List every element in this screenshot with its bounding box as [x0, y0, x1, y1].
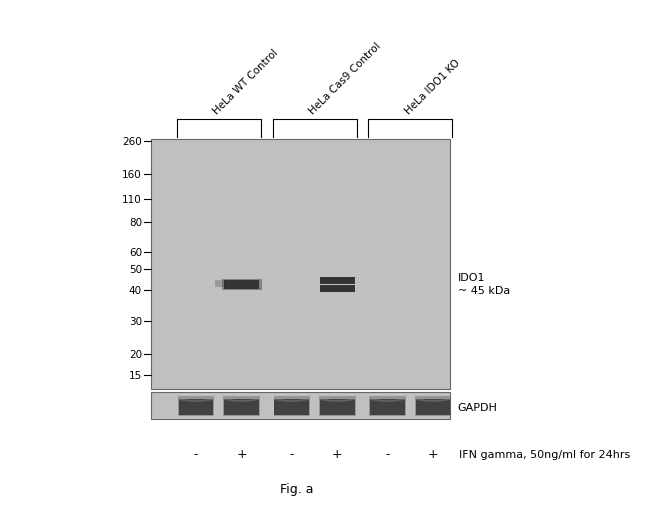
Text: 80: 80	[129, 217, 142, 228]
Text: 30: 30	[129, 317, 142, 326]
Bar	[224, 396, 260, 416]
Text: -: -	[289, 447, 294, 461]
Text: +: +	[332, 447, 343, 461]
Text: +: +	[428, 447, 438, 461]
Bar	[215, 280, 226, 287]
Bar	[151, 392, 450, 419]
Text: IFN gamma, 50ng/ml for 24hrs: IFN gamma, 50ng/ml for 24hrs	[459, 449, 630, 459]
Text: 50: 50	[129, 265, 142, 274]
Text: +: +	[237, 447, 247, 461]
Bar	[416, 399, 450, 415]
Text: HeLa IDO1 KO: HeLa IDO1 KO	[403, 57, 462, 116]
Text: -: -	[194, 447, 198, 461]
Bar	[222, 279, 262, 290]
Text: 20: 20	[129, 349, 142, 359]
Text: 160: 160	[122, 169, 142, 180]
Bar	[151, 140, 450, 389]
Text: HeLa WT Control: HeLa WT Control	[212, 47, 281, 116]
Text: 15: 15	[129, 370, 142, 380]
Text: 40: 40	[129, 286, 142, 295]
Bar	[320, 399, 355, 415]
Text: 260: 260	[122, 137, 142, 147]
Bar	[224, 399, 259, 415]
Text: Fig. a: Fig. a	[280, 483, 313, 496]
Bar	[369, 396, 406, 416]
Bar	[224, 280, 259, 289]
Bar	[370, 399, 405, 415]
Text: 110: 110	[122, 194, 142, 205]
Bar	[320, 277, 355, 284]
Bar	[178, 396, 215, 416]
Bar	[415, 396, 451, 416]
Text: ~ 45 kDa: ~ 45 kDa	[458, 286, 510, 295]
Text: IDO1: IDO1	[458, 272, 486, 282]
Bar	[274, 399, 309, 415]
Text: 60: 60	[129, 247, 142, 258]
Bar	[320, 285, 355, 292]
Bar	[274, 396, 310, 416]
Text: HeLa Cas9 Control: HeLa Cas9 Control	[307, 41, 383, 116]
Text: GAPDH: GAPDH	[458, 402, 498, 412]
Bar	[319, 396, 356, 416]
Text: -: -	[385, 447, 390, 461]
Bar	[179, 399, 213, 415]
